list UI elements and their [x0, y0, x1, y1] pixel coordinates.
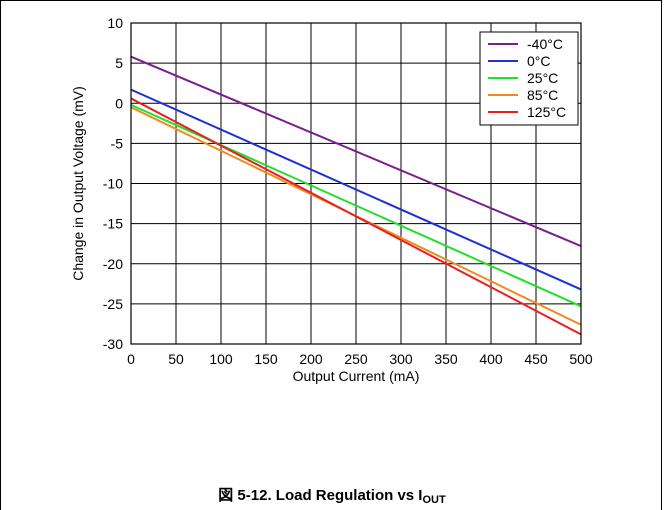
x-tick-label: 500	[569, 351, 593, 367]
legend-label: 85°C	[527, 87, 558, 103]
series-line	[130, 88, 582, 291]
caption-text: 図 5-12. Load Regulation vs I	[218, 487, 423, 504]
x-tick-label: 250	[344, 351, 368, 367]
y-tick-label: -20	[103, 256, 123, 272]
legend-label: 25°C	[527, 70, 558, 86]
legend-label: 125°C	[527, 104, 566, 120]
legend-label: -40°C	[527, 36, 563, 52]
y-axis-label: Change in Output Voltage (mV)	[70, 86, 86, 281]
x-tick-label: 0	[127, 351, 135, 367]
series-line	[130, 97, 582, 336]
y-tick-label: -10	[103, 176, 123, 192]
x-tick-labels: 0 50 100 150 200 250 300 350 400 450 500	[127, 351, 593, 367]
x-tick-label: 400	[479, 351, 503, 367]
x-tick-label: 450	[524, 351, 548, 367]
y-tick-label: 5	[115, 55, 123, 71]
y-tick-label: -15	[103, 216, 123, 232]
x-tick-label: 100	[209, 351, 233, 367]
legend-label: 0°C	[527, 53, 551, 69]
plot-border	[130, 22, 582, 345]
series-layer	[130, 55, 582, 336]
y-tick-label: 0	[115, 95, 123, 111]
y-tick-label: -25	[103, 296, 123, 312]
legend-box	[479, 31, 579, 126]
x-tick-label: 50	[168, 351, 184, 367]
caption-subscript: OUT	[422, 494, 446, 506]
x-tick-label: 300	[389, 351, 413, 367]
x-tick-label: 350	[434, 351, 458, 367]
y-tick-label: 10	[107, 15, 123, 31]
x-axis-label: Output Current (mA)	[293, 368, 420, 384]
series-line	[130, 55, 582, 248]
x-tick-label: 200	[299, 351, 323, 367]
x-tick-label: 150	[254, 351, 278, 367]
figure-caption: 図 5-12. Load Regulation vs IOUT	[0, 484, 664, 506]
load-regulation-chart: 0 50 100 150 200 250 300 350 400 450 500 1050-5-10…	[70, 15, 593, 384]
y-tick-labels: 10 5 0 -5 -10 -15 -20 -25 -30	[103, 15, 123, 352]
y-tick-label: -5	[111, 135, 124, 151]
y-tick-label: -30	[103, 336, 123, 352]
